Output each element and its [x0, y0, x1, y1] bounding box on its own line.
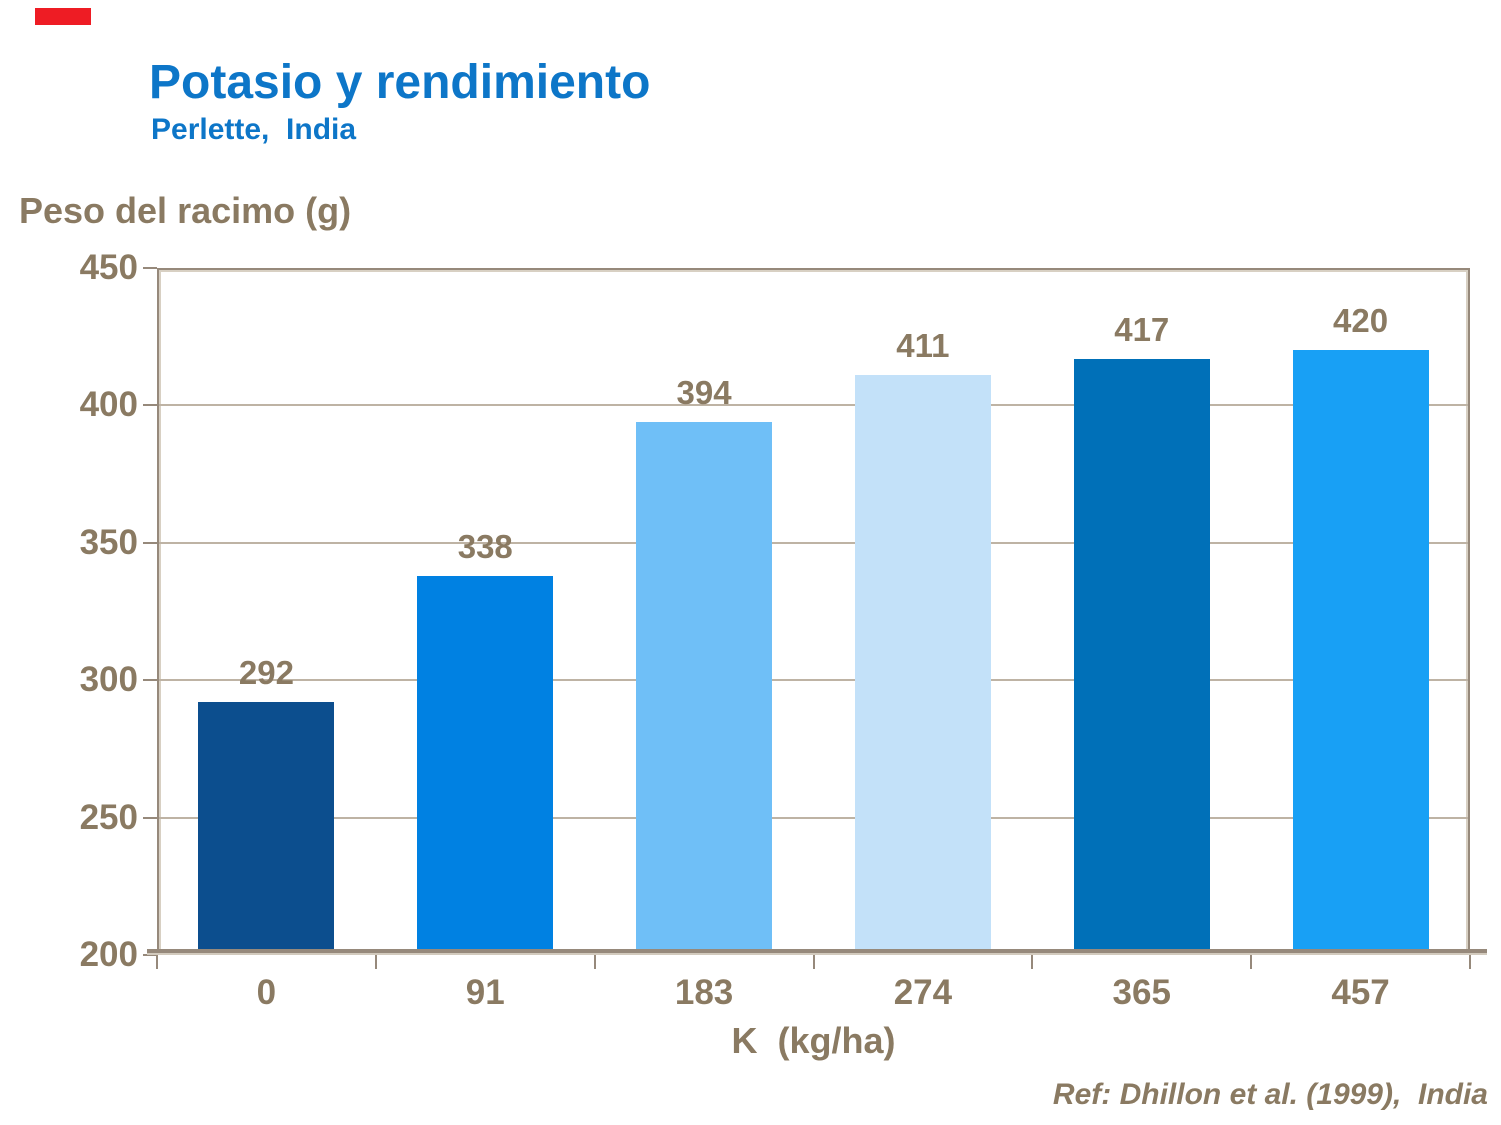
y-tick-label-350: 350: [79, 522, 138, 562]
red-brand-mark: [35, 8, 91, 25]
x-tick-mark-1: [374, 955, 377, 969]
x-tick-mark-0: [156, 955, 158, 969]
plot-area: [157, 268, 1470, 955]
gridline-350: [159, 541, 1468, 544]
bar-value-0: 292: [238, 654, 294, 692]
x-tick-label-457: 457: [1331, 973, 1390, 1012]
bar-value-365: 417: [1114, 310, 1170, 348]
x-tick-mark-2: [593, 955, 596, 969]
bar-274: [854, 375, 991, 955]
y-tick-mark-200: [143, 954, 157, 956]
x-tick-label-183: 183: [674, 973, 734, 1012]
bar-183: [636, 421, 773, 955]
reference-citation: Ref: Dhillon et al. (1999), India: [1052, 1078, 1488, 1111]
bar-value-91: 338: [457, 527, 513, 565]
y-tick-mark-350: [143, 541, 157, 544]
gridline-300: [159, 679, 1468, 682]
x-axis-line: [147, 949, 1487, 955]
gridline-400: [159, 404, 1468, 407]
bar-91: [417, 575, 554, 955]
bar-value-457: 420: [1333, 302, 1389, 340]
x-tick-mark-6: [1469, 955, 1471, 969]
y-tick-mark-250: [143, 816, 157, 819]
y-tick-mark-450: [143, 267, 157, 269]
bar-0: [198, 702, 335, 955]
x-tick-mark-3: [812, 955, 815, 969]
bar-value-274: 411: [896, 327, 950, 365]
bar-457: [1292, 350, 1429, 955]
x-tick-label-274: 274: [893, 973, 953, 1012]
y-tick-mark-400: [143, 404, 157, 407]
x-tick-mark-5: [1250, 955, 1253, 969]
x-tick-label-0: 0: [256, 973, 277, 1012]
y-tick-label-450: 450: [79, 248, 138, 287]
y-axis-title: Peso del racimo (g): [19, 190, 352, 231]
x-tick-label-365: 365: [1112, 973, 1171, 1012]
y-tick-label-300: 300: [79, 660, 138, 700]
y-tick-label-250: 250: [79, 797, 138, 837]
y-tick-mark-300: [143, 679, 157, 682]
x-axis-title: K (kg/ha): [731, 1020, 896, 1061]
x-tick-label-91: 91: [465, 973, 505, 1012]
y-tick-label-400: 400: [79, 385, 138, 425]
chart-subtitle: Perlette, India: [151, 113, 357, 146]
y-tick-label-200: 200: [79, 935, 138, 974]
gridline-250: [159, 816, 1468, 819]
bar-365: [1073, 358, 1210, 955]
x-tick-mark-4: [1031, 955, 1034, 969]
bar-value-183: 394: [676, 373, 732, 411]
chart-title: Potasio y rendimiento: [149, 56, 651, 109]
